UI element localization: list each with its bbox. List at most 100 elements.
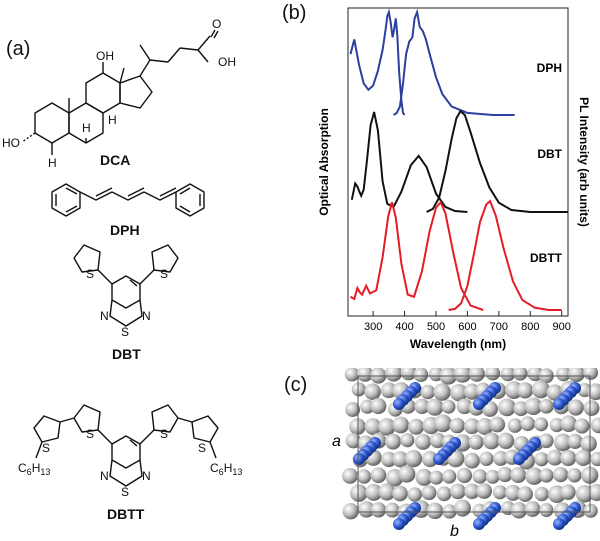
host-atom-sphere <box>370 398 387 415</box>
host-atom-sphere <box>408 418 425 435</box>
host-atom-sphere <box>588 483 600 502</box>
host-atom-sphere <box>400 432 415 448</box>
host-atom-sphere <box>454 499 471 517</box>
host-atom-sphere <box>426 398 444 416</box>
x-axis-label: Wavelength (nm) <box>410 337 506 351</box>
atom-s: S <box>121 325 129 339</box>
hexyl-right: C6H13 <box>210 461 242 477</box>
host-atom-sphere <box>489 416 506 433</box>
host-atom-sphere <box>436 486 452 502</box>
host-atom-sphere <box>590 417 600 434</box>
host-atom-sphere <box>414 398 430 415</box>
host-atom-sphere <box>345 402 361 417</box>
host-atom-sphere <box>456 398 473 415</box>
host-atom-sphere <box>552 466 569 483</box>
host-atom-sphere <box>524 501 541 517</box>
dca-structure <box>21 29 219 155</box>
molecule-name-dca: DCA <box>100 152 131 168</box>
series-dph-emission-line <box>393 8 515 116</box>
host-atom-sphere <box>546 449 563 466</box>
host-atom-sphere <box>449 417 465 434</box>
host-atom-sphere <box>384 502 400 518</box>
host-atom-sphere <box>342 503 359 520</box>
host-atom-sphere <box>560 449 577 467</box>
host-atom-sphere <box>560 415 577 433</box>
atom-spheres <box>342 368 600 530</box>
crystal-packing-image: a b <box>332 368 600 540</box>
unit-cell-frame <box>357 375 591 513</box>
host-atom-sphere <box>381 451 397 468</box>
series-dbt-absorption-line <box>350 111 468 213</box>
axis-label-a: a <box>332 433 341 450</box>
series-label-dbt: DBT <box>537 147 562 161</box>
host-atom-sphere <box>392 451 409 468</box>
host-atom-sphere <box>476 418 494 435</box>
panel-c-label: (c) <box>284 374 308 396</box>
host-atom-sphere <box>370 467 387 484</box>
host-atom-sphere <box>567 399 584 416</box>
spectra-chart: 300 400 500 600 700 800 900 DPH DBT DBTT Wavelen… <box>317 7 591 351</box>
host-atom-sphere <box>479 451 494 466</box>
host-atom-sphere <box>463 418 481 435</box>
host-atom-sphere <box>407 487 423 502</box>
host-atom-sphere <box>364 418 382 435</box>
y-axis-label-left: Optical Absorption <box>317 108 331 216</box>
x-tick-label: 900 <box>553 321 571 333</box>
host-atom-sphere <box>364 383 381 400</box>
guest-atom-sphere <box>353 453 365 465</box>
host-atom-sphere <box>534 486 549 502</box>
host-atom-sphere <box>453 368 472 383</box>
molecule-structures: OH HO OH O H H H S S N N S S S S S N N S… <box>2 17 242 499</box>
host-atom-sphere <box>482 432 500 450</box>
guest-atom-sphere <box>513 453 525 465</box>
atom-oh: OH <box>218 55 236 69</box>
series-group: DPH DBT DBTT <box>349 8 568 311</box>
molecule-name-dbtt: DBTT <box>107 506 145 522</box>
atom-h: H <box>48 156 57 170</box>
host-atom-sphere <box>575 449 592 467</box>
host-atom-sphere <box>464 483 480 500</box>
host-atom-sphere <box>492 485 507 500</box>
guest-atom-sphere <box>473 518 485 530</box>
panel-b-label: (b) <box>282 2 307 24</box>
host-atom-sphere <box>567 468 582 483</box>
host-atom-sphere <box>560 484 576 500</box>
host-atom-sphere <box>549 418 564 433</box>
host-atom-sphere <box>524 397 543 416</box>
host-atom-sphere <box>456 467 473 484</box>
host-atom-sphere <box>414 433 432 450</box>
molecule-name-dph: DPH <box>110 222 140 238</box>
host-atom-sphere <box>415 468 433 486</box>
host-atom-sphere <box>421 451 439 468</box>
guest-atom-sphere <box>553 518 565 530</box>
host-atom-sphere <box>365 483 383 501</box>
host-atom-sphere <box>342 467 358 484</box>
host-atom-sphere <box>538 398 554 414</box>
series-dph-absorption-line <box>349 8 406 116</box>
host-atom-sphere <box>574 418 590 434</box>
atom-s: S <box>121 485 129 499</box>
host-atom-sphere <box>400 368 417 381</box>
host-atom-sphere <box>404 449 423 468</box>
host-atom-sphere <box>504 484 522 501</box>
host-atom-sphere <box>520 416 536 432</box>
molecule-name-dbt: DBT <box>112 346 141 362</box>
atom-s: S <box>198 441 206 455</box>
host-atom-sphere <box>527 368 543 382</box>
atom-n: N <box>142 469 151 483</box>
host-atom-sphere <box>442 504 457 519</box>
host-atom-sphere <box>534 417 549 432</box>
host-atom-sphere <box>392 416 410 434</box>
atom-s: S <box>42 441 50 455</box>
host-atom-sphere <box>493 450 509 466</box>
host-atom-sphere <box>350 484 368 502</box>
host-atom-sphere <box>351 382 366 397</box>
host-atom-sphere <box>583 400 600 416</box>
guest-atom-sphere <box>473 398 485 410</box>
host-atom-sphere <box>539 433 554 449</box>
host-atom-sphere <box>580 435 597 452</box>
host-atom-sphere <box>507 418 523 433</box>
host-atom-sphere <box>583 368 599 380</box>
host-atom-sphere <box>433 414 452 433</box>
host-atom-sphere <box>384 433 402 450</box>
